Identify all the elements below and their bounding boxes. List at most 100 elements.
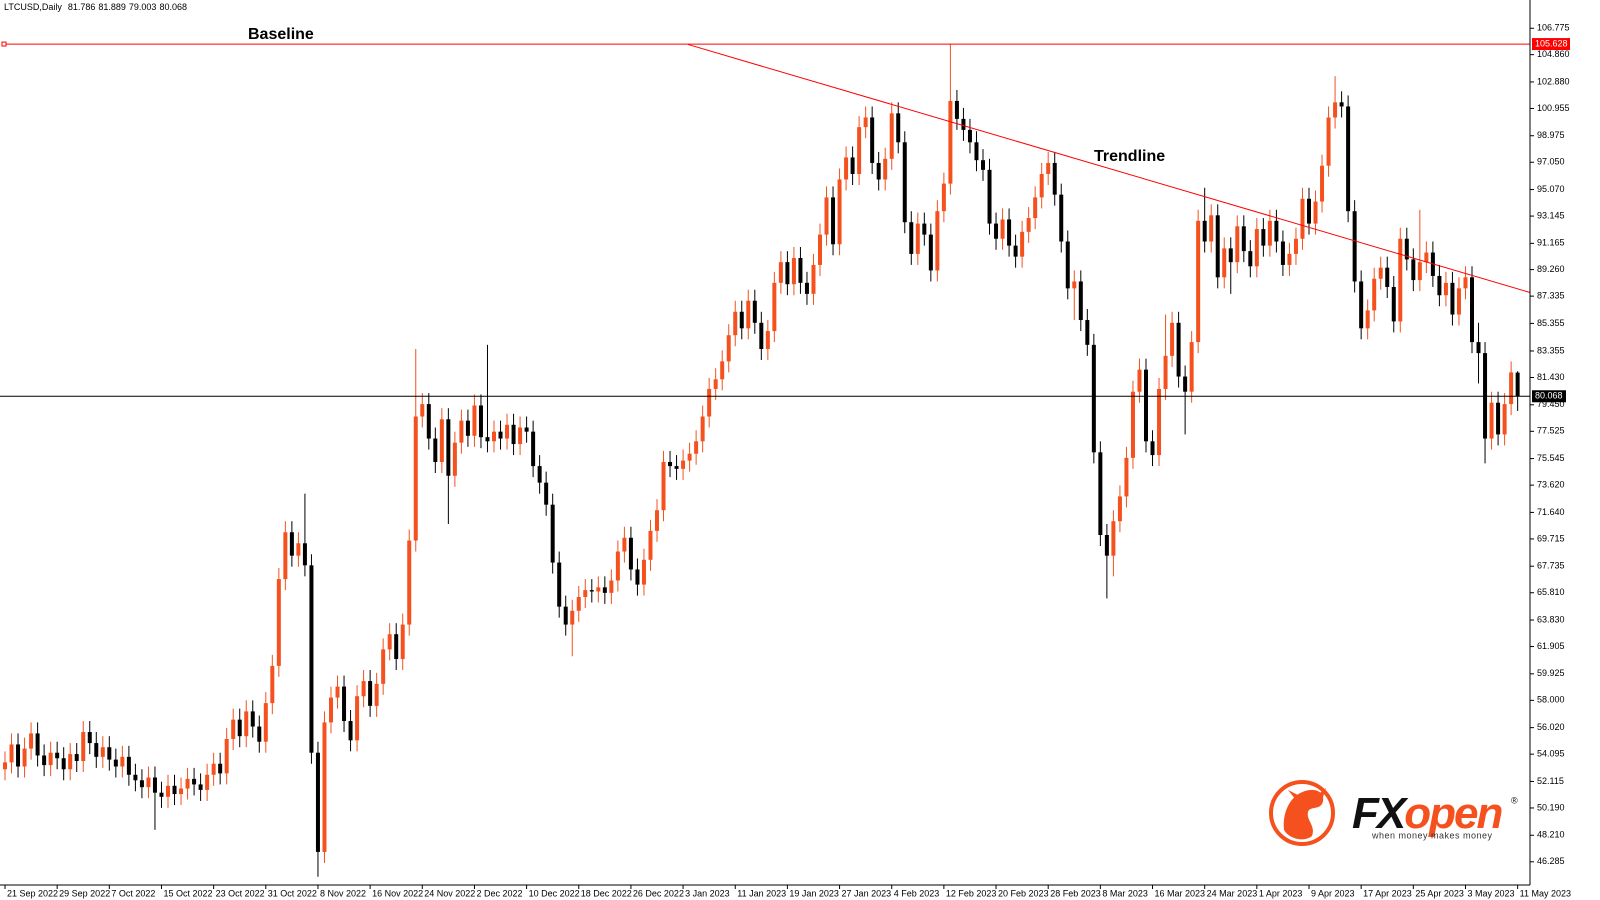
candle-body: [433, 438, 438, 462]
x-tick-label: 20 Feb 2023: [998, 888, 1049, 898]
candle-body: [850, 157, 855, 174]
candle-body: [1267, 220, 1272, 246]
candle-body: [707, 388, 712, 417]
candle-body: [374, 683, 379, 706]
x-tick-label: 9 Apr 2023: [1311, 888, 1355, 898]
x-tick-label: 24 Nov 2022: [424, 888, 475, 898]
candle-body: [1020, 231, 1025, 257]
symbol: LTCUSD,Daily: [4, 2, 62, 12]
candle-body: [35, 733, 40, 756]
candle-body: [1039, 173, 1044, 198]
logo-tagline: when money makes money: [1371, 830, 1493, 840]
x-tick-label: 11 Jan 2023: [737, 888, 786, 898]
candle-body: [915, 223, 920, 254]
candle-body: [1385, 267, 1390, 287]
candle-body: [211, 763, 216, 775]
candle-body: [870, 117, 875, 163]
candle-body: [935, 211, 940, 271]
candle-body: [1398, 238, 1403, 322]
candle-body: [694, 441, 699, 454]
logo-open: open: [1404, 789, 1502, 838]
candle-body: [1274, 220, 1279, 242]
candle-body: [1111, 521, 1116, 556]
candle-body: [1163, 355, 1168, 389]
candle-body: [1176, 322, 1181, 377]
candle-body: [798, 258, 803, 283]
y-tick-label: 75.545: [1537, 453, 1565, 463]
candle-body: [1443, 282, 1448, 296]
candle-body: [1352, 211, 1357, 282]
y-tick-label: 79.450: [1537, 399, 1565, 409]
candle-body: [570, 610, 575, 625]
x-tick-label: 8 Nov 2022: [320, 888, 366, 898]
candle-body: [1170, 322, 1175, 356]
candle-body: [231, 719, 236, 739]
candle-body: [1241, 226, 1246, 252]
candle-body: [159, 792, 164, 797]
candle-body: [791, 258, 796, 285]
candle-body: [81, 732, 86, 761]
x-tick-label: 15 Oct 2022: [163, 888, 212, 898]
candle-body: [1359, 281, 1364, 329]
baseline-price-box: [1532, 38, 1570, 51]
y-tick-label: 102.880: [1537, 76, 1570, 86]
candle-body: [478, 405, 483, 438]
logo-ring: [1269, 780, 1335, 846]
chart-header: LTCUSD,Daily 81.786 81.889 79.003 80.068: [4, 2, 187, 12]
logo: FXopen ® when money makes money: [1269, 780, 1518, 846]
candle-body: [668, 461, 673, 467]
candle-body: [804, 282, 809, 294]
candle-body: [1202, 220, 1207, 242]
candle-body: [1320, 165, 1325, 202]
x-tick-label: 3 May 2023: [1467, 888, 1514, 898]
candle-body: [648, 530, 653, 560]
candle-body: [16, 744, 21, 767]
header-value: 81.786: [68, 2, 96, 12]
y-tick-label: 59.925: [1537, 668, 1565, 678]
header-value: 80.068: [159, 2, 187, 12]
candle-body: [641, 559, 646, 585]
candle-body: [1026, 218, 1031, 232]
candle-body: [1411, 259, 1416, 281]
candle-body: [439, 419, 444, 462]
candle-body: [355, 696, 360, 741]
candle-body: [1456, 288, 1461, 315]
candle-body: [446, 419, 451, 476]
x-tick-label: 8 Mar 2023: [1102, 888, 1148, 898]
candle-body: [505, 424, 510, 439]
candle-body: [335, 686, 340, 698]
candle-body: [270, 665, 275, 704]
candle-body: [276, 579, 281, 666]
y-tick-label: 93.145: [1537, 210, 1565, 220]
candle-body: [342, 686, 347, 722]
candle-body: [1339, 102, 1344, 107]
y-tick-label: 65.810: [1537, 587, 1565, 597]
x-tick-label: 24 Mar 2023: [1207, 888, 1258, 898]
x-tick-label: 7 Oct 2022: [111, 888, 155, 898]
candle-body: [315, 752, 320, 852]
candle-body: [674, 466, 679, 469]
candle-body: [1222, 248, 1227, 278]
y-tick-label: 77.525: [1537, 426, 1565, 436]
x-tick-label: 4 Feb 2023: [894, 888, 940, 898]
candle-body: [166, 785, 170, 797]
candle-body: [1437, 275, 1442, 296]
candle-body: [1293, 238, 1298, 254]
x-tick-label: 16 Nov 2022: [372, 888, 423, 898]
candle-body: [681, 460, 686, 469]
candle-body: [557, 562, 562, 607]
y-tick-label: 98.975: [1537, 130, 1565, 140]
y-tick-label: 81.430: [1537, 372, 1565, 382]
candle-body: [361, 681, 366, 697]
candle-body: [1104, 535, 1109, 556]
candle-body: [1235, 226, 1240, 263]
candle-body: [1417, 262, 1422, 281]
candle-body: [205, 774, 210, 790]
x-tick-label: 3 Jan 2023: [685, 888, 730, 898]
candle-body: [498, 431, 503, 439]
candle-body: [420, 404, 425, 417]
candle-body: [1378, 267, 1383, 279]
candle-body: [596, 587, 601, 592]
candle-body: [902, 142, 907, 223]
